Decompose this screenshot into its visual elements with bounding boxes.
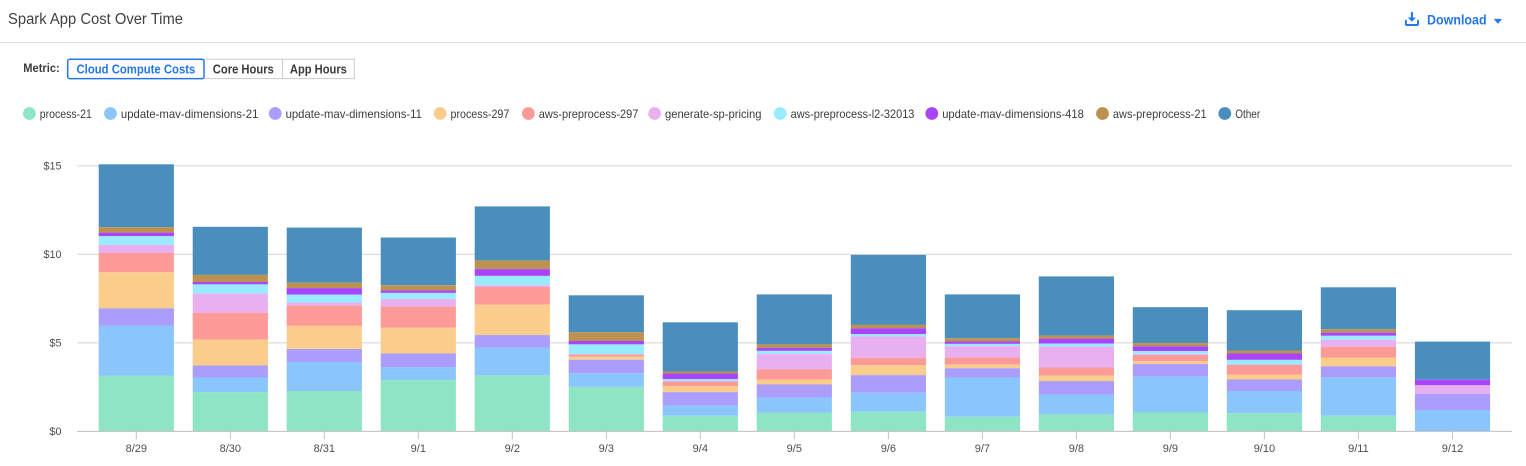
svg-text:8/31: 8/31 <box>314 443 335 455</box>
svg-text:9/8: 9/8 <box>1069 443 1084 455</box>
svg-text:9/5: 9/5 <box>787 443 802 455</box>
svg-text:process-21: process-21 <box>40 107 92 121</box>
svg-text:Other: Other <box>1235 107 1260 121</box>
svg-text:App Hours: App Hours <box>290 61 347 76</box>
svg-text:Spark App Cost Over Time: Spark App Cost Over Time <box>8 11 183 28</box>
svg-text:update-mav-dimensions-418: update-mav-dimensions-418 <box>942 107 1084 121</box>
svg-text:update-mav-dimensions-11: update-mav-dimensions-11 <box>286 107 422 121</box>
svg-text:update-mav-dimensions-21: update-mav-dimensions-21 <box>121 107 259 121</box>
svg-text:Metric:: Metric: <box>23 61 59 75</box>
svg-text:9/12: 9/12 <box>1442 443 1463 455</box>
svg-text:9/9: 9/9 <box>1163 443 1178 455</box>
svg-text:9/4: 9/4 <box>693 443 708 455</box>
svg-text:process-297: process-297 <box>451 107 510 121</box>
svg-text:8/29: 8/29 <box>126 443 147 455</box>
svg-text:9/1: 9/1 <box>411 443 426 455</box>
svg-text:generate-sp-pricing: generate-sp-pricing <box>665 107 762 121</box>
svg-text:Core Hours: Core Hours <box>213 61 274 76</box>
svg-text:$0: $0 <box>49 426 61 438</box>
svg-text:Cloud Compute Costs: Cloud Compute Costs <box>77 61 196 76</box>
svg-text:9/7: 9/7 <box>975 443 990 455</box>
svg-text:aws-preprocess-l2-32013: aws-preprocess-l2-32013 <box>791 107 915 121</box>
svg-text:$10: $10 <box>43 249 61 261</box>
svg-text:aws-preprocess-297: aws-preprocess-297 <box>539 107 639 121</box>
svg-text:9/10: 9/10 <box>1254 443 1275 455</box>
svg-text:Download: Download <box>1427 12 1487 27</box>
svg-text:9/6: 9/6 <box>881 443 896 455</box>
svg-text:8/30: 8/30 <box>220 443 241 455</box>
svg-text:9/2: 9/2 <box>505 443 520 455</box>
svg-text:$5: $5 <box>49 338 61 350</box>
svg-text:$15: $15 <box>43 161 61 173</box>
svg-text:9/11: 9/11 <box>1348 443 1369 455</box>
svg-text:aws-preprocess-21: aws-preprocess-21 <box>1113 107 1207 121</box>
svg-text:9/3: 9/3 <box>599 443 614 455</box>
